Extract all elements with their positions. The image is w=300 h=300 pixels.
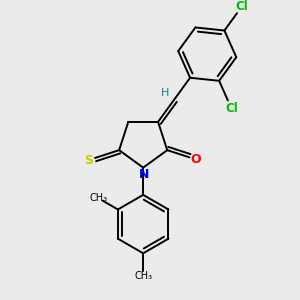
- Text: H: H: [160, 88, 169, 98]
- Text: CH₃: CH₃: [89, 193, 108, 203]
- Text: CH₃: CH₃: [134, 271, 152, 281]
- Text: Cl: Cl: [236, 0, 248, 13]
- Text: O: O: [190, 153, 201, 166]
- Text: Cl: Cl: [225, 102, 238, 115]
- Text: S: S: [84, 154, 93, 166]
- Text: N: N: [139, 168, 149, 181]
